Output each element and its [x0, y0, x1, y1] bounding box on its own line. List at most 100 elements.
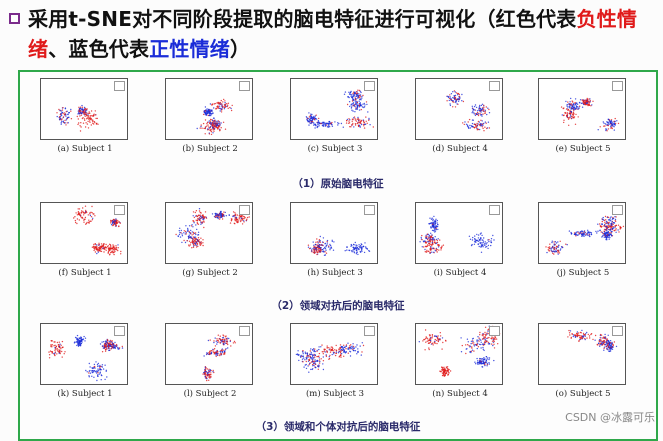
scatter-point [105, 369, 108, 371]
scatter-point [192, 233, 195, 235]
scatter-point [64, 107, 67, 109]
scatter-point [79, 338, 81, 340]
scatter-point [60, 123, 62, 125]
scatter-point [605, 225, 608, 228]
scatter-point [85, 109, 87, 111]
scatter-point [103, 346, 105, 348]
scatter-point [487, 121, 490, 123]
scatter-point [433, 248, 435, 250]
scatter-point [568, 329, 570, 332]
scatter-point [324, 251, 326, 253]
scatter-point [67, 113, 69, 116]
scatter-point [428, 244, 430, 247]
scatter-point [120, 253, 122, 255]
scatter-point [207, 124, 209, 126]
scatter-point [360, 105, 363, 107]
scatter-point [439, 339, 441, 341]
scatter-point [197, 245, 199, 248]
scatter-point [208, 109, 210, 111]
scatter-point [223, 215, 225, 218]
scatter-point [352, 105, 354, 107]
scatter-point [481, 334, 483, 336]
scatter-point [458, 98, 460, 100]
scatter-point [431, 335, 434, 337]
scatter-point [469, 127, 471, 129]
scatter-point [322, 360, 325, 362]
scatter-point [208, 127, 211, 129]
scatter-point [315, 246, 317, 249]
scatter-point [448, 97, 451, 100]
scatter-point [343, 93, 346, 95]
scatter-point [435, 248, 437, 250]
scatter-point [212, 348, 214, 351]
scatter-point [334, 349, 336, 351]
scatter-point [50, 344, 52, 347]
scatter-point [203, 226, 205, 229]
scatter-point [433, 224, 435, 226]
scatter-point [226, 339, 228, 341]
scatter-point [79, 110, 82, 112]
scatter-point [345, 348, 347, 350]
scatter-point [312, 116, 314, 119]
scatter-point [70, 108, 72, 111]
scatter-point [343, 344, 345, 346]
scatter-point [70, 110, 72, 112]
scatter-point [307, 355, 309, 357]
scatter-points [560, 97, 620, 132]
scatter-point [604, 337, 607, 340]
scatter-point [361, 95, 363, 98]
scatter-point [61, 356, 63, 358]
scatter-point [216, 354, 219, 356]
scatter-point [82, 109, 85, 111]
scatter-point [569, 110, 571, 112]
scatter-point [357, 116, 359, 119]
scatter-point [484, 364, 486, 367]
scatter-point [183, 239, 185, 242]
scatter-point [106, 340, 108, 342]
scatter-point [100, 379, 102, 381]
scatter-point [319, 235, 321, 238]
scatter-point [454, 96, 457, 99]
scatter-point [218, 107, 221, 109]
scatter-point [216, 125, 218, 127]
scatter-point [475, 106, 478, 109]
scatter-plot [165, 323, 253, 385]
scatter-point [227, 102, 230, 104]
scatter-point [365, 116, 367, 118]
tsne-panel: (a) Subject 1 [30, 76, 130, 154]
scatter-point [324, 243, 326, 245]
scatter-point [476, 361, 479, 364]
scatter-point [473, 113, 475, 115]
scatter-point [441, 246, 443, 248]
scatter-point [209, 353, 211, 355]
scatter-point [120, 250, 122, 253]
scatter-point [324, 247, 327, 250]
scatter-point [204, 126, 207, 128]
scatter-point [576, 333, 579, 336]
scatter-point [310, 348, 312, 350]
scatter-point [207, 371, 209, 374]
scatter-point [209, 112, 211, 114]
scatter-point [208, 376, 210, 378]
scatter-point [313, 248, 315, 251]
scatter-point [87, 214, 89, 216]
scatter-point [429, 222, 432, 224]
scatter-plot [415, 323, 503, 385]
scatter-point [104, 248, 106, 251]
scatter-point [490, 244, 492, 247]
scatter-point [605, 219, 607, 221]
scatter-point [82, 117, 84, 119]
scatter-point [619, 225, 621, 228]
scatter-point [357, 104, 359, 106]
scatter-point [600, 339, 602, 342]
scatter-point [479, 362, 481, 364]
scatter-point [453, 101, 455, 103]
scatter-point [236, 214, 239, 216]
scatter-point [204, 113, 206, 116]
scatter-point [114, 341, 116, 344]
scatter-point [466, 125, 469, 127]
scatter-point [320, 346, 322, 348]
scatter-point [427, 340, 429, 342]
scatter-point [437, 335, 439, 337]
scatter-point [443, 369, 445, 371]
